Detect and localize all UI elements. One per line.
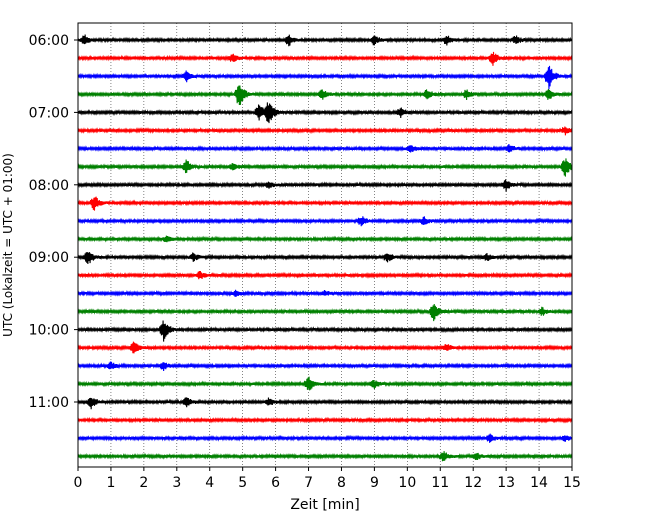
trace-0630 [77,65,573,90]
trace-0715 [77,126,573,136]
x-tick-label-11: 11 [431,475,449,491]
trace-1130 [77,433,573,443]
trace-0830 [77,216,573,227]
x-tick-label-1: 1 [106,475,115,491]
y-tick-label-2: 08:00 [29,178,69,194]
plot-frame [77,22,573,468]
trace-1015 [77,341,573,354]
x-tick-label-2: 2 [139,475,148,491]
x-tick-label-0: 0 [74,475,83,491]
x-tick-label-7: 7 [304,475,313,491]
y-axis-ticks: 06:00 07:00 08:00 09:00 10:00 11:00 [29,33,78,411]
y-tick-label-1: 07:00 [29,105,69,121]
trace-group [77,34,573,462]
x-tick-label-4: 4 [205,475,214,491]
trace-0900 [77,252,573,265]
y-axis-label: UTC (Lokalzeit = UTC + 01:00) [1,153,15,337]
y-tick-label-5: 11:00 [29,395,69,411]
x-tick-label-13: 13 [497,475,515,491]
x-tick-label-5: 5 [238,475,247,491]
trace-0915 [77,270,573,280]
x-tick-label-9: 9 [370,475,379,491]
trace-0745 [77,158,573,177]
x-tick-label-12: 12 [464,475,482,491]
trace-0930 [77,289,573,298]
trace-0845 [77,235,573,243]
x-axis-ticks: 0 1 2 3 4 5 6 7 8 9 10 11 12 13 14 15 [74,467,581,491]
trace-1000 [77,320,573,342]
trace-0615 [77,51,573,66]
trace-1145 [77,451,573,462]
y-tick-label-3: 09:00 [29,250,69,266]
trace-0600 [77,34,573,47]
x-tick-label-14: 14 [530,475,548,491]
trace-1100 [77,397,573,410]
y-tick-label-0: 06:00 [29,33,69,49]
trace-0815 [77,196,573,211]
trace-0645 [77,85,573,106]
x-tick-label-6: 6 [271,475,280,491]
trace-0945 [77,304,573,322]
x-tick-label-8: 8 [337,475,346,491]
trace-0800 [77,179,573,192]
y-tick-label-4: 10:00 [29,323,69,339]
trace-0730 [77,143,573,153]
x-tick-label-15: 15 [563,475,581,491]
trace-1030 [77,361,573,372]
x-tick-label-10: 10 [398,475,416,491]
trace-1115 [77,416,573,424]
trace-0700 [77,102,573,124]
trace-1045 [77,376,573,391]
x-tick-label-3: 3 [172,475,181,491]
x-axis-label: Zeit [min] [290,497,359,513]
